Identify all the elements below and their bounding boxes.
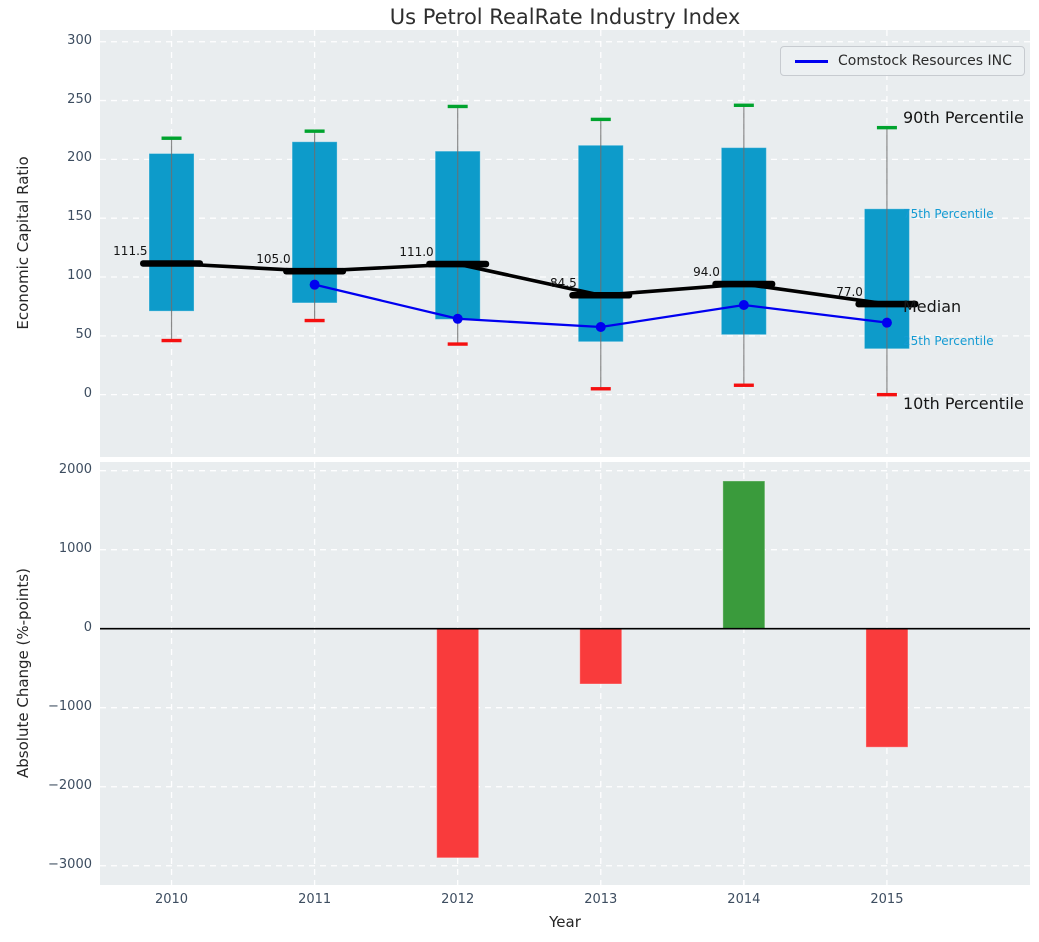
change-bar-2014	[722, 480, 766, 630]
median-segment-2012	[426, 260, 490, 268]
cap-10th-2012	[447, 342, 468, 346]
comstock-point-2015	[881, 317, 892, 328]
median-segment-2013	[569, 291, 633, 299]
cap-10th-2014	[733, 383, 754, 387]
median-segment-2011	[283, 267, 347, 275]
cap-10th-2011	[304, 318, 325, 323]
comstock-point-2013	[595, 322, 606, 333]
median-segment-2014	[712, 280, 776, 288]
comstock-point-2011	[309, 279, 320, 290]
cap-90th-2010	[161, 136, 182, 140]
cap-90th-2014	[733, 103, 754, 107]
cap-10th-2013	[590, 387, 611, 391]
cap-90th-2013	[590, 117, 611, 122]
median-segment-2010	[140, 260, 204, 267]
change-bar-2013	[579, 628, 623, 685]
change-bar-2012	[436, 628, 480, 859]
cap-90th-2015	[876, 125, 897, 130]
cap-10th-2010	[161, 338, 182, 343]
cap-90th-2012	[447, 104, 468, 109]
cap-90th-2011	[304, 129, 325, 133]
median-segment-2015	[855, 300, 919, 308]
comstock-point-2014	[738, 300, 749, 311]
comstock-point-2012	[452, 313, 463, 324]
cap-10th-2015	[876, 392, 897, 397]
change-bar-2015	[865, 628, 909, 748]
